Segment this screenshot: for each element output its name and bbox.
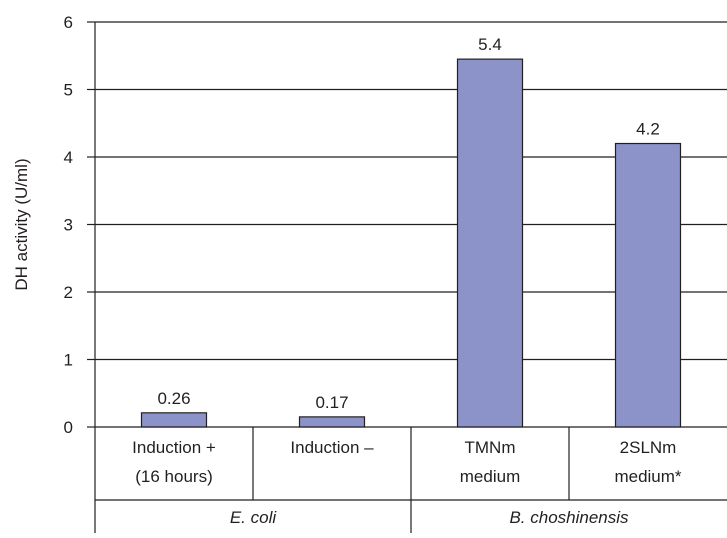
data-label: 0.26	[157, 389, 190, 408]
category-label: medium*	[614, 467, 681, 486]
y-tick-label: 3	[64, 216, 73, 235]
category-label: Induction +	[132, 438, 216, 457]
y-tick-label: 6	[64, 13, 73, 32]
bar	[140, 412, 208, 428]
category-label: 2SLNm	[620, 438, 677, 457]
group-label: B. choshinensis	[509, 508, 629, 527]
bar	[614, 142, 682, 428]
category-label: TMNm	[465, 438, 516, 457]
y-tick-label: 2	[64, 283, 73, 302]
data-label: 5.4	[478, 35, 502, 54]
y-tick-label: 1	[64, 351, 73, 370]
y-axis-title: DH activity (U/ml)	[12, 158, 31, 290]
bar	[456, 58, 524, 428]
bar	[298, 416, 366, 428]
data-label: 4.2	[636, 120, 660, 139]
category-label: Induction –	[290, 438, 374, 457]
category-label: medium	[460, 467, 520, 486]
y-tick-label: 5	[64, 81, 73, 100]
data-label: 0.17	[315, 393, 348, 412]
y-tick-label: 0	[64, 418, 73, 437]
group-label: E. coli	[230, 508, 278, 527]
category-label: (16 hours)	[135, 467, 212, 486]
y-tick-label: 4	[64, 148, 73, 167]
